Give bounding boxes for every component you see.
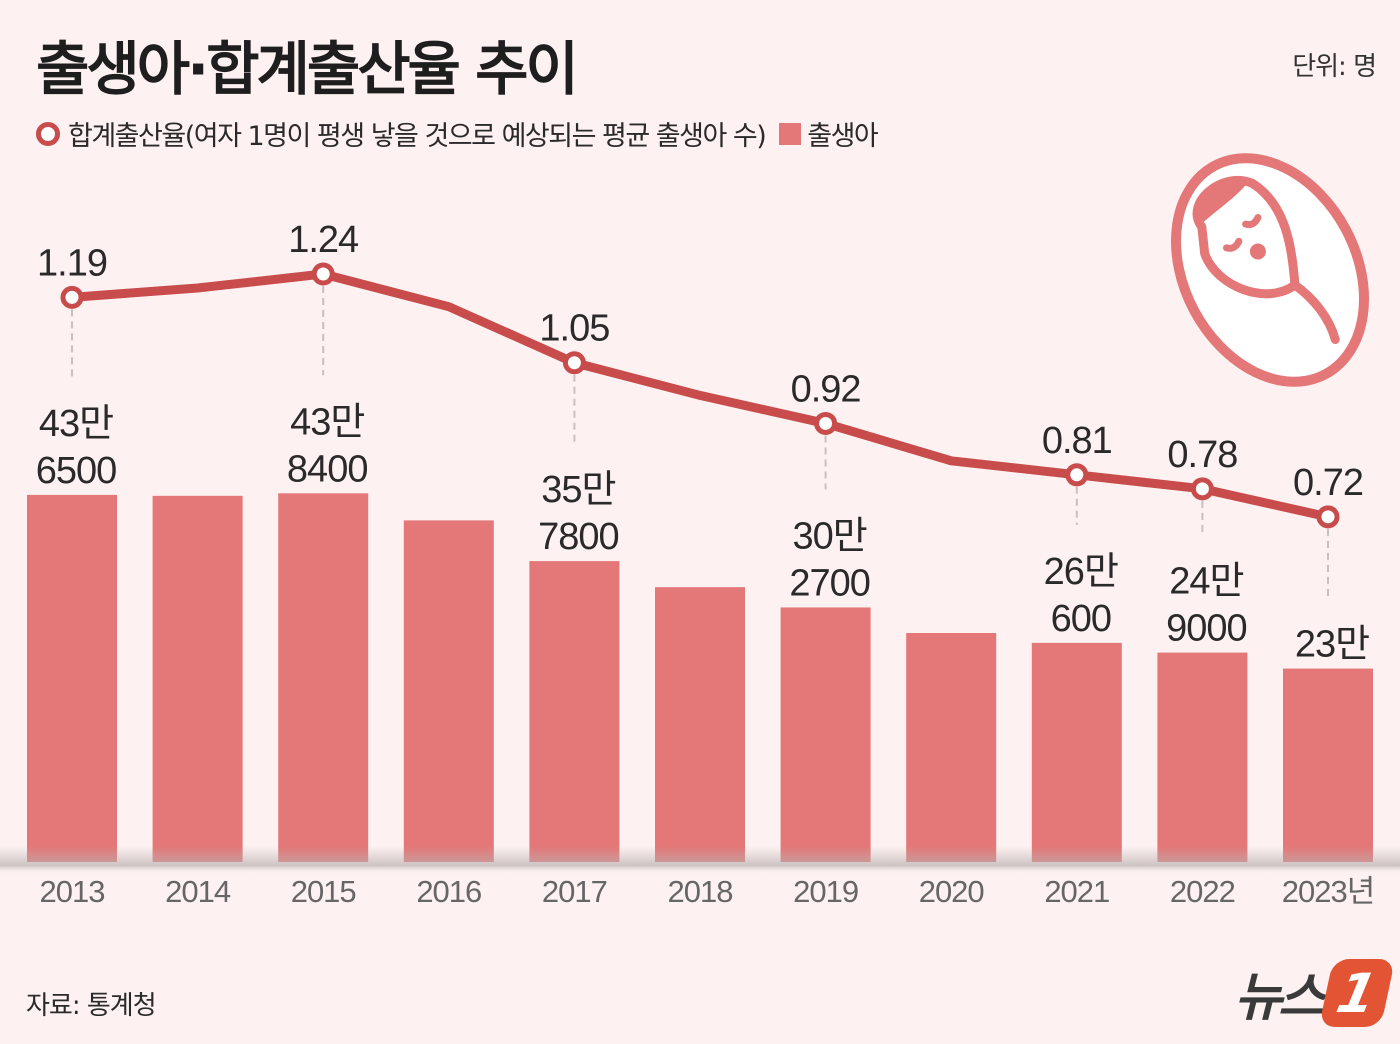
births-label: 600 (1051, 598, 1111, 640)
rate-label: 1.24 (288, 219, 359, 261)
births-label: 35만 (541, 469, 615, 511)
births-label: 43만 (39, 403, 113, 445)
births-label: 43만 (290, 401, 364, 443)
x-tick-label: 2022 (1170, 874, 1235, 909)
bar-2018 (655, 587, 745, 862)
rate-marker (562, 351, 586, 375)
rate-label: 0.78 (1167, 434, 1237, 476)
x-tick-label: 2021 (1044, 874, 1109, 909)
x-tick-label: 2014 (165, 874, 231, 909)
x-tick-label: 2018 (668, 874, 733, 909)
chart-title: 출생아·합계출산율 추이 (36, 35, 579, 103)
rate-label: 0.92 (791, 368, 861, 410)
births-label: 7800 (538, 516, 619, 558)
births-label: 26만 (1044, 551, 1118, 593)
rate-marker (814, 411, 838, 435)
legend-rate-label: 합계출산율(여자 1명이 평생 낳을 것으로 예상되는 평균 출생아 수) (68, 121, 767, 152)
rate-marker (1190, 477, 1214, 501)
births-label: 6500 (36, 450, 117, 492)
rate-line (71, 269, 1329, 522)
rate-marker (1065, 463, 1089, 487)
baseline-shadow (0, 846, 1400, 874)
births-label: 30만 (792, 515, 866, 557)
births-label: 8400 (287, 448, 368, 490)
rate-label: 1.19 (37, 242, 107, 284)
news1-logo: 뉴스 1 (1234, 955, 1396, 1030)
bar-2017 (529, 561, 620, 862)
rate-marker (60, 285, 84, 309)
bar-2020 (906, 632, 997, 862)
bar-2023년 (1283, 668, 1373, 862)
x-tick-label: 2013 (40, 874, 105, 909)
bar-2021 (1031, 642, 1122, 862)
unit-label: 단위: 명 (1292, 52, 1377, 82)
source-note: 자료: 통계청 (26, 991, 157, 1021)
bar-2013 (27, 494, 117, 862)
legend-line-marker-icon (36, 121, 60, 146)
legend-births-label: 출생아 (807, 121, 879, 152)
x-tick-label: 2017 (542, 874, 607, 909)
rate-label: 0.81 (1042, 420, 1112, 462)
logo-mark: 1 (1318, 958, 1396, 1027)
births-label: 2700 (789, 562, 870, 604)
rate-label: 0.72 (1293, 462, 1363, 504)
swaddled-baby-icon (1171, 153, 1369, 387)
legend: 합계출산율(여자 1명이 평생 낳을 것으로 예상되는 평균 출생아 수) 출생… (36, 114, 879, 153)
births-label: 24만 (1169, 561, 1243, 603)
x-tick-label: 2019 (793, 874, 858, 909)
x-tick-label: 2016 (416, 874, 481, 909)
bar-2014 (152, 495, 243, 862)
births-label: 9000 (1166, 608, 1247, 650)
rate-label: 1.05 (539, 308, 609, 350)
bar-2015 (278, 493, 369, 862)
births-label: 23만 (1295, 624, 1369, 666)
x-tick-label: 2015 (291, 874, 356, 909)
bar-2016 (403, 520, 494, 862)
rate-marker (1316, 505, 1340, 529)
bar-2019 (780, 607, 871, 862)
logo-text: 뉴스 (1234, 968, 1326, 1028)
rate-marker (311, 262, 335, 286)
x-tick-label: 2023년 (1282, 874, 1374, 909)
legend-bar-swatch-icon (779, 122, 802, 145)
bar-2022 (1157, 652, 1248, 862)
x-tick-label: 2020 (919, 874, 985, 909)
